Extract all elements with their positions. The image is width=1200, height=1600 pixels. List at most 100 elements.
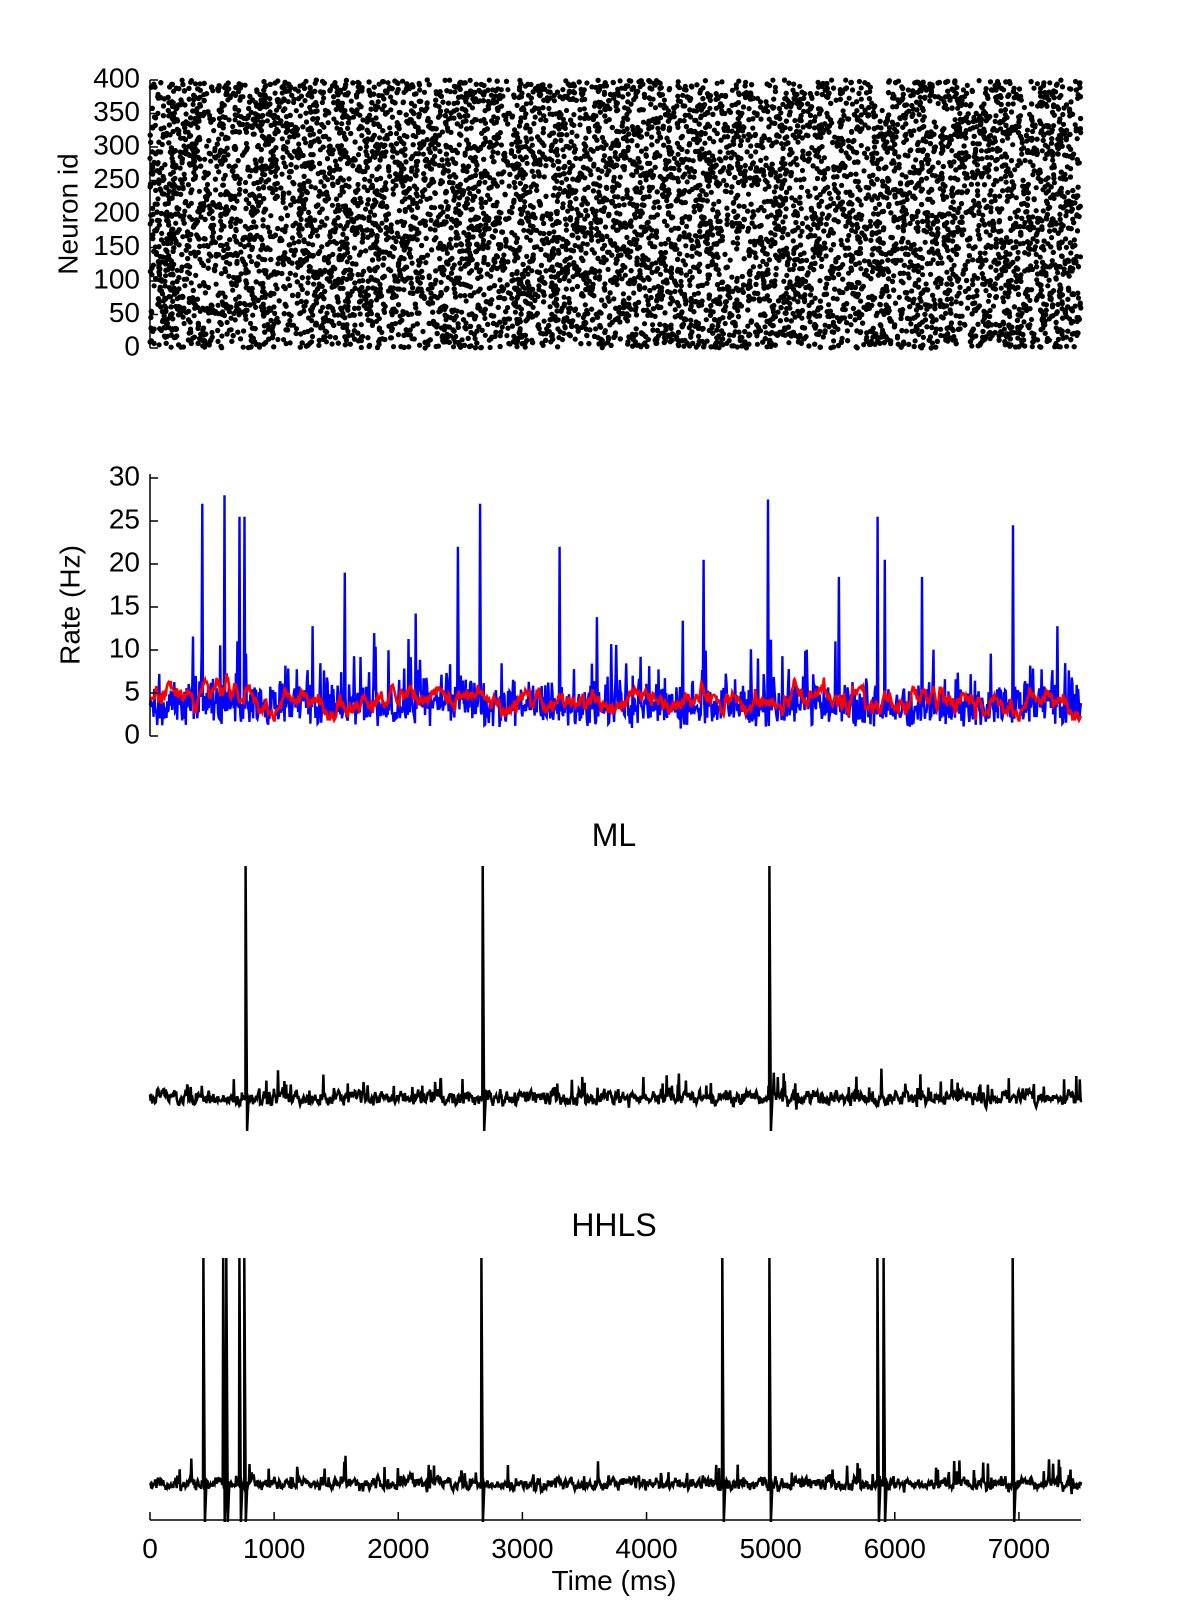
- raster-spike: [853, 171, 859, 177]
- raster-spike: [839, 182, 845, 188]
- raster-spike: [305, 241, 312, 247]
- raster-spike: [287, 134, 293, 140]
- raster-spike: [684, 223, 690, 229]
- raster-spike: [287, 282, 293, 289]
- raster-spike: [790, 310, 796, 317]
- raster-spike: [273, 173, 279, 179]
- raster-spike: [758, 204, 764, 210]
- raster-spike: [908, 321, 914, 327]
- raster-spike: [417, 87, 423, 93]
- raster-spike: [797, 233, 803, 239]
- raster-spike: [390, 344, 397, 350]
- raster-spike: [1075, 295, 1081, 301]
- raster-spike: [896, 294, 902, 300]
- raster-spike: [640, 107, 647, 113]
- raster-spike: [891, 273, 897, 279]
- raster-spike: [202, 156, 208, 162]
- raster-spike: [1075, 290, 1081, 296]
- raster-spike: [814, 90, 820, 96]
- raster-spike: [1015, 335, 1021, 341]
- raster-spike: [426, 183, 432, 189]
- raster-spike: [970, 257, 976, 263]
- raster-spike: [840, 108, 846, 114]
- raster-spike: [420, 151, 426, 157]
- raster-spike: [810, 254, 816, 260]
- raster-spike: [745, 323, 751, 329]
- raster-spike: [1074, 136, 1080, 142]
- raster-spike: [727, 257, 733, 263]
- raster-spike: [643, 293, 649, 299]
- raster-spike: [826, 302, 832, 308]
- raster-spike: [772, 278, 778, 284]
- raster-spike: [233, 84, 239, 91]
- raster-spike: [684, 179, 690, 185]
- raster-spike: [993, 98, 1000, 104]
- raster-spike: [215, 302, 221, 308]
- raster-spike: [763, 99, 769, 105]
- raster-spike: [680, 92, 686, 98]
- raster-spike: [615, 156, 621, 162]
- raster-spike: [215, 338, 221, 344]
- raster-spike: [285, 276, 291, 282]
- raster-spike: [931, 297, 937, 303]
- raster-spike: [231, 205, 238, 211]
- raster-spike: [432, 190, 438, 196]
- raster-spike: [654, 297, 660, 303]
- raster-spike: [506, 183, 512, 189]
- raster-spike: [790, 238, 796, 244]
- raster-spike: [247, 320, 254, 326]
- raster-spike: [230, 287, 236, 293]
- raster-spike: [258, 199, 264, 205]
- raster-spike: [983, 288, 989, 294]
- raster-spike: [708, 189, 714, 195]
- raster-spike: [421, 89, 428, 95]
- raster-spike: [688, 317, 694, 323]
- raster-spike: [509, 204, 515, 210]
- raster-spike: [308, 184, 314, 190]
- raster-spike: [1038, 245, 1045, 251]
- raster-spike: [634, 143, 640, 149]
- raster-spike: [867, 218, 874, 224]
- raster-spike: [786, 340, 792, 346]
- raster-spike: [297, 113, 303, 119]
- raster-spike: [549, 157, 555, 163]
- raster-spike: [544, 236, 550, 242]
- raster-spike: [736, 78, 742, 84]
- raster-spike: [249, 258, 255, 265]
- raster-spike: [438, 279, 444, 285]
- raster-spike: [784, 272, 790, 278]
- raster-spike: [268, 213, 274, 219]
- raster-spike: [507, 316, 513, 322]
- raster-spike: [714, 335, 720, 341]
- raster-spike: [408, 275, 414, 281]
- raster-spike: [1005, 135, 1011, 141]
- raster-spike: [872, 144, 878, 150]
- raster-spike: [418, 198, 424, 204]
- raster-spike: [1013, 279, 1020, 285]
- raster-spike: [1031, 85, 1037, 91]
- raster-spike: [208, 158, 214, 164]
- raster-spike: [735, 308, 741, 314]
- raster-spike: [628, 78, 634, 84]
- raster-spike: [554, 198, 561, 204]
- raster-spike: [1032, 244, 1038, 250]
- raster-spike: [1012, 167, 1018, 173]
- raster-spike: [409, 260, 415, 266]
- raster-spike: [1015, 255, 1021, 261]
- raster-spike: [781, 278, 787, 284]
- raster-spike: [753, 149, 759, 155]
- raster-spike: [923, 175, 930, 181]
- raster-spike: [289, 154, 295, 161]
- raster-spike: [155, 196, 161, 202]
- raster-spike: [583, 250, 589, 256]
- raster-spike: [168, 344, 174, 350]
- raster-spike: [818, 216, 824, 222]
- raster-spike: [315, 115, 321, 122]
- raster-spike: [310, 242, 316, 248]
- raster-spike: [922, 239, 928, 245]
- raster-spike: [625, 91, 631, 97]
- raster-spike: [184, 276, 190, 282]
- raster-spike: [820, 334, 826, 340]
- raster-spike: [326, 170, 333, 176]
- raster-spike: [992, 138, 998, 144]
